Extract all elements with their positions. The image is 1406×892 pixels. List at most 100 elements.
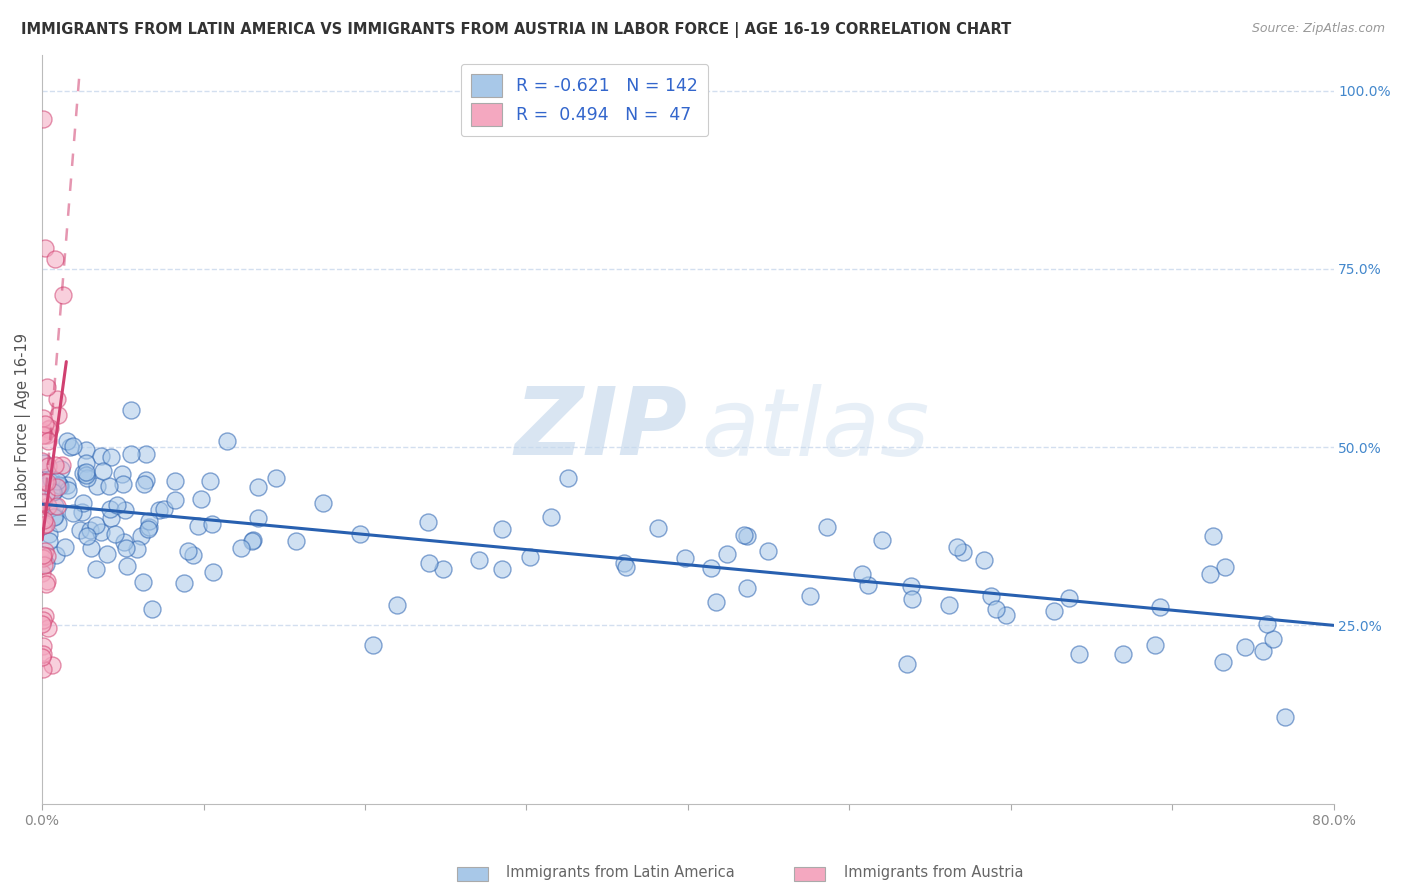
Point xyxy=(201,517,224,532)
Point xyxy=(80,541,103,556)
Point xyxy=(32,639,55,653)
Point xyxy=(105,499,128,513)
Point xyxy=(100,502,122,516)
Point xyxy=(86,479,108,493)
Point xyxy=(104,527,127,541)
Point xyxy=(135,473,157,487)
Point xyxy=(385,599,408,613)
Point xyxy=(62,506,84,520)
Point xyxy=(35,576,58,591)
Point xyxy=(973,553,995,567)
Point xyxy=(32,425,55,439)
Point xyxy=(984,601,1007,615)
Point xyxy=(32,479,55,493)
Point xyxy=(31,647,53,661)
Point xyxy=(38,421,60,435)
Point xyxy=(1149,600,1171,615)
Point xyxy=(901,591,924,606)
Point xyxy=(673,550,696,565)
Point xyxy=(246,480,269,494)
Point xyxy=(519,549,541,564)
Point xyxy=(75,467,97,482)
Point xyxy=(51,462,73,476)
Point xyxy=(37,427,59,442)
Point xyxy=(69,524,91,538)
Point xyxy=(52,287,75,301)
Point xyxy=(733,528,755,542)
Text: Source: ZipAtlas.com: Source: ZipAtlas.com xyxy=(1251,22,1385,36)
Point xyxy=(704,595,727,609)
Point xyxy=(32,112,55,127)
Point xyxy=(34,558,56,572)
Point xyxy=(647,521,669,535)
Point xyxy=(938,598,960,612)
Point xyxy=(75,456,97,470)
Point xyxy=(37,380,59,394)
Point xyxy=(37,458,59,473)
Point xyxy=(1042,604,1064,618)
Point xyxy=(114,503,136,517)
Point xyxy=(1212,656,1234,670)
Point xyxy=(737,528,759,542)
Point xyxy=(45,392,67,406)
Point xyxy=(32,494,55,508)
Point xyxy=(138,520,160,534)
Point xyxy=(141,602,163,616)
Point xyxy=(37,621,59,635)
Point xyxy=(38,534,60,549)
Point xyxy=(44,499,66,513)
Point xyxy=(242,533,264,548)
Point xyxy=(111,467,134,481)
Point xyxy=(34,475,56,490)
Point xyxy=(198,474,221,488)
Point xyxy=(1067,647,1090,661)
Point xyxy=(51,458,73,473)
Point xyxy=(62,439,84,453)
Text: IMMIGRANTS FROM LATIN AMERICA VS IMMIGRANTS FROM AUSTRIA IN LABOR FORCE | AGE 16: IMMIGRANTS FROM LATIN AMERICA VS IMMIGRA… xyxy=(21,22,1011,38)
Point xyxy=(32,613,55,627)
Point xyxy=(84,518,107,533)
Point xyxy=(1201,529,1223,543)
Point xyxy=(737,581,759,595)
Point xyxy=(31,662,53,676)
Point xyxy=(31,617,53,632)
Point xyxy=(995,607,1018,622)
Point xyxy=(72,496,94,510)
Point xyxy=(240,534,263,549)
Point xyxy=(86,562,108,576)
Point xyxy=(176,544,198,558)
Point xyxy=(32,428,55,442)
Point xyxy=(41,485,63,500)
Point xyxy=(1261,632,1284,646)
Point xyxy=(120,447,142,461)
Point xyxy=(491,522,513,536)
Point xyxy=(35,574,58,588)
Point xyxy=(468,553,491,567)
Point xyxy=(37,422,59,436)
Point xyxy=(76,529,98,543)
Point xyxy=(32,456,55,470)
Point xyxy=(557,471,579,485)
Point xyxy=(34,543,56,558)
Point xyxy=(53,540,76,554)
Point xyxy=(229,541,252,555)
Point xyxy=(120,403,142,417)
Point xyxy=(799,589,821,603)
Point xyxy=(38,527,60,541)
Point xyxy=(980,589,1002,603)
Point xyxy=(34,241,56,255)
Point xyxy=(758,543,780,558)
Point xyxy=(41,658,63,673)
Point xyxy=(132,574,155,589)
Point xyxy=(614,559,637,574)
Point xyxy=(35,516,58,531)
Point xyxy=(35,475,58,490)
Point xyxy=(418,515,440,529)
Point xyxy=(49,479,72,493)
Point xyxy=(31,410,53,425)
Point xyxy=(32,558,55,572)
Point xyxy=(115,558,138,573)
Point xyxy=(31,649,53,664)
Point xyxy=(44,509,66,524)
Point xyxy=(349,527,371,541)
